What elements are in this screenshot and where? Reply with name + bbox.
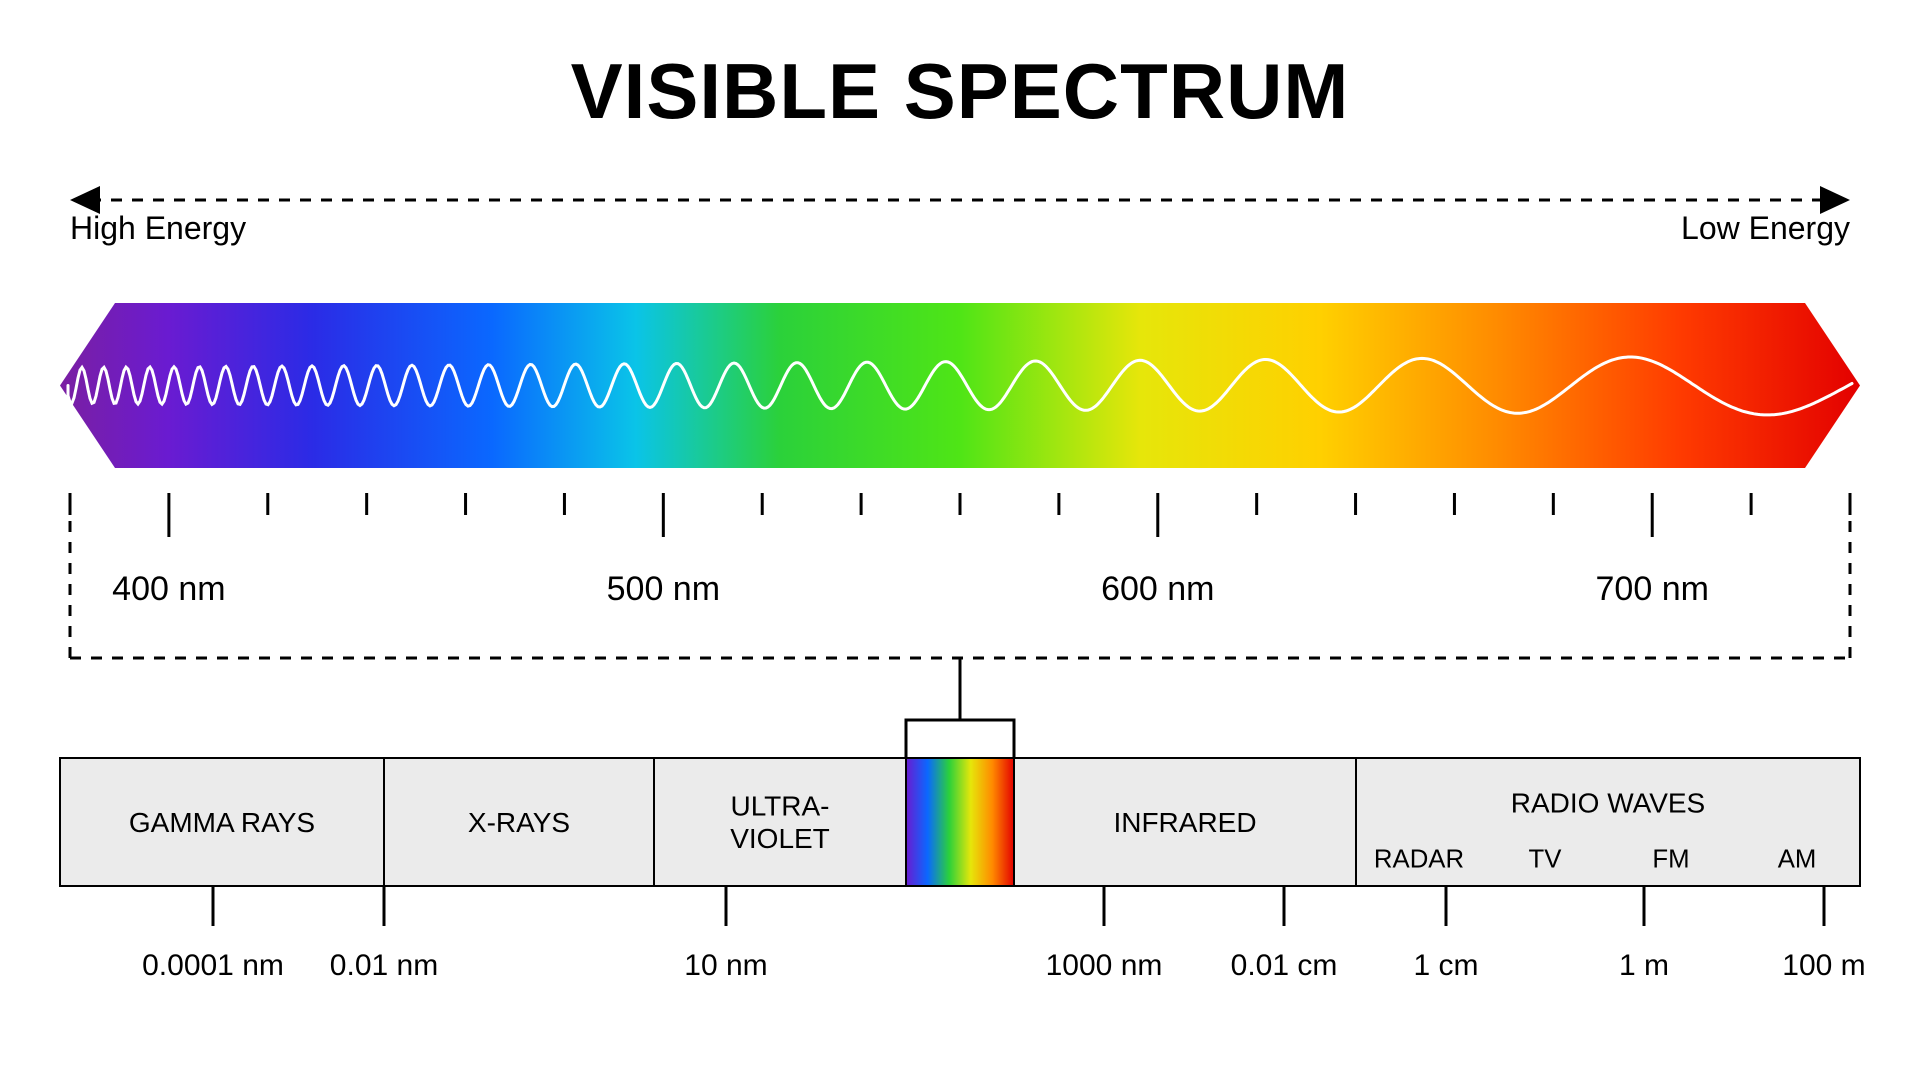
em-scale-label: 1 m	[1619, 949, 1669, 982]
high-energy-label: High Energy	[70, 210, 246, 247]
spectrum-diagram-svg: 400 nm 500 nm 600 nm 700 nm GAMMA RAYS X-RAYS…	[0, 0, 1920, 1080]
visible-spectrum-bar	[60, 303, 1860, 468]
diagram-stage: VISIBLE SPECTRUM High Energy Low Energy …	[0, 0, 1920, 1080]
em-radio-sub-label: AM	[1778, 846, 1817, 874]
em-band-label: VIOLET	[730, 823, 830, 854]
em-scale-label: 10 nm	[684, 949, 767, 982]
nm-axis-label: 600 nm	[1101, 570, 1214, 608]
low-energy-label: Low Energy	[1681, 210, 1850, 247]
em-band-label: GAMMA RAYS	[129, 807, 315, 838]
nm-axis-label: 700 nm	[1596, 570, 1709, 608]
em-band-label: RADIO WAVES	[1511, 788, 1705, 819]
em-band-label: ULTRA-	[730, 791, 829, 822]
nm-axis-label: 500 nm	[607, 570, 720, 608]
em-scale-label: 0.0001 nm	[142, 949, 284, 982]
em-scale-label: 0.01 cm	[1231, 949, 1338, 982]
em-scale-label: 1000 nm	[1046, 949, 1163, 982]
em-band-label: X-RAYS	[468, 807, 570, 838]
em-band-label: INFRARED	[1113, 807, 1256, 838]
em-visible-band	[906, 758, 1014, 886]
nm-axis-label: 400 nm	[112, 570, 225, 608]
page-title: VISIBLE SPECTRUM	[0, 46, 1920, 137]
em-scale-label: 1 cm	[1413, 949, 1478, 982]
em-scale-label: 0.01 nm	[330, 949, 438, 982]
em-radio-sub-label: TV	[1529, 846, 1563, 874]
visible-band-connector	[906, 720, 1014, 757]
em-radio-sub-label: RADAR	[1374, 846, 1464, 874]
em-scale-label: 100 m	[1782, 949, 1865, 982]
em-radio-sub-label: FM	[1652, 846, 1689, 874]
